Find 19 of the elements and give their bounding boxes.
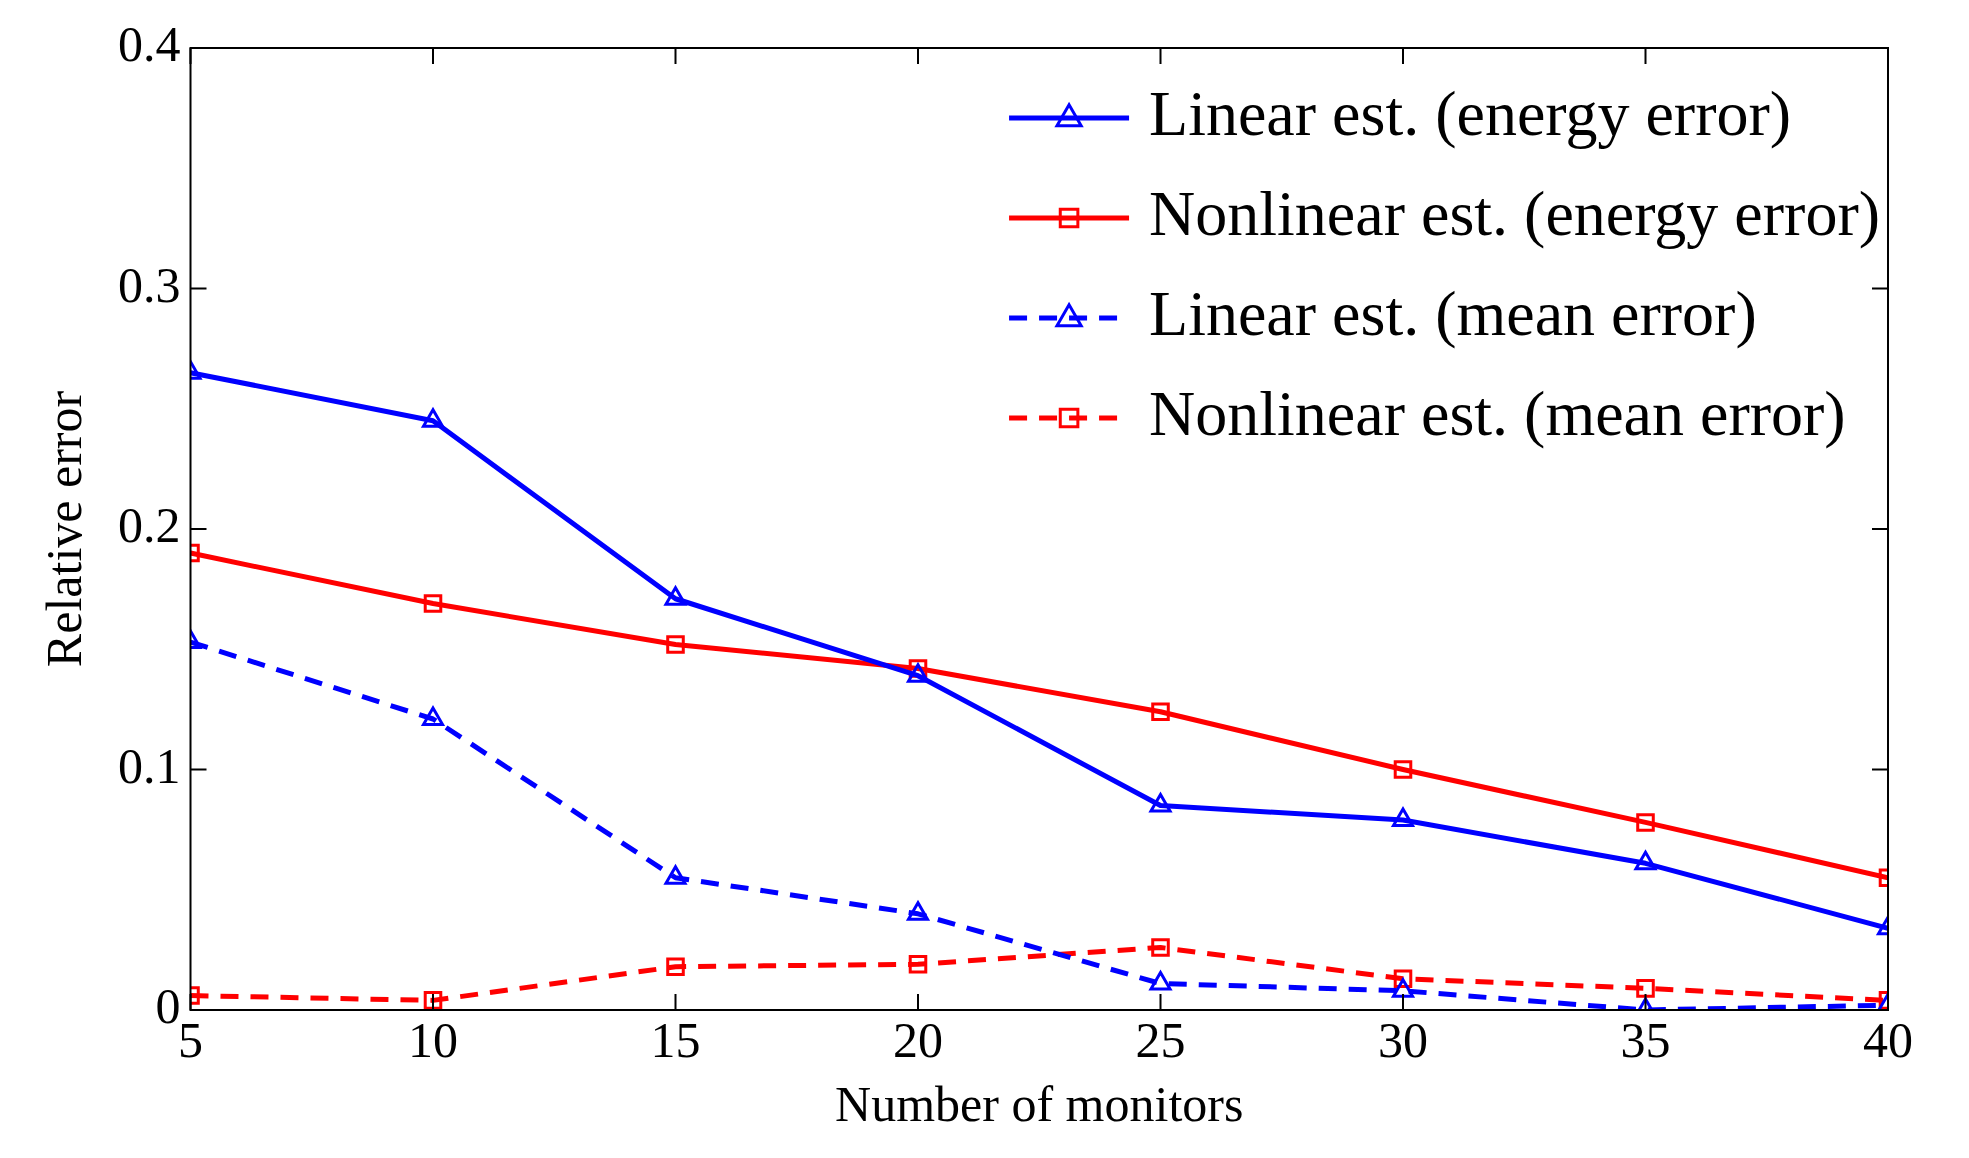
x-tick-label: 40 (1863, 1012, 1913, 1069)
legend-label: Linear est. (energy error) (1149, 77, 1792, 149)
y-tick-label: 0.2 (118, 497, 181, 554)
x-tick-label: 25 (1135, 1012, 1186, 1069)
x-axis-title: Number of monitors (835, 1076, 1244, 1133)
y-tick-label: 0.4 (118, 16, 181, 73)
y-tick-label: 0.1 (118, 737, 181, 794)
y-axis-title: Relative error (36, 390, 93, 668)
legend-label: Linear est. (mean error) (1149, 277, 1757, 349)
y-tick-label: 0.3 (118, 256, 181, 313)
x-tick-label: 10 (408, 1012, 458, 1069)
y-tick-label: 0 (155, 978, 181, 1035)
legend-label: Nonlinear est. (mean error) (1149, 377, 1846, 449)
x-tick-label: 35 (1620, 1012, 1671, 1069)
x-tick-label: 20 (893, 1012, 943, 1069)
legend-label: Nonlinear est. (energy error) (1149, 177, 1880, 249)
x-tick-label: 15 (650, 1012, 701, 1069)
x-tick-label: 30 (1378, 1012, 1428, 1069)
x-tick-label: 5 (178, 1012, 203, 1069)
